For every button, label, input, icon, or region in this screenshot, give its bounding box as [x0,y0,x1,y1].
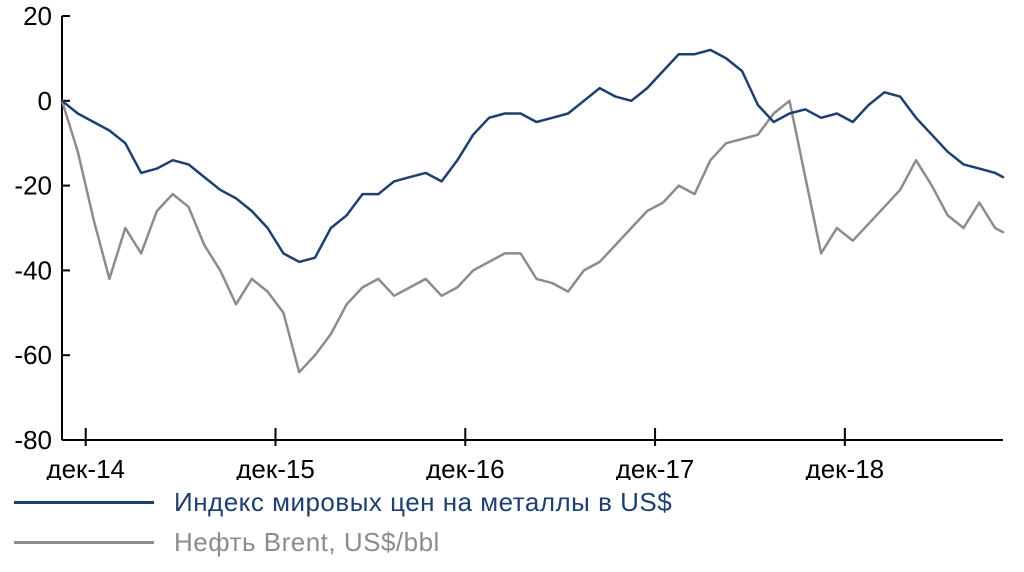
legend: Индекс мировых цен на металлы в US$ Нефт… [14,482,1014,562]
y-tick-label: -40 [14,255,52,285]
series-line-0 [60,48,1005,264]
legend-item-brent: Нефть Brent, US$/bbl [14,522,1014,562]
y-tick-label: 20 [23,1,52,31]
legend-item-metals: Индекс мировых цен на металлы в US$ [14,482,1014,522]
x-tick-label: дек-18 [806,454,885,480]
y-tick-label: 0 [38,86,52,116]
y-tick-label: -20 [14,171,52,201]
legend-label-metals: Индекс мировых цен на металлы в US$ [174,486,673,517]
x-tick-label: дек-16 [426,454,505,480]
legend-swatch-metals [14,500,154,504]
series-line-1 [60,99,1005,374]
legend-label-brent: Нефть Brent, US$/bbl [174,526,440,557]
y-tick-label: -60 [14,340,52,370]
x-tick-label: дек-14 [46,454,125,480]
legend-swatch-brent [14,540,154,544]
y-tick-label: -80 [14,425,52,455]
x-tick-label: дек-17 [616,454,695,480]
x-tick-label: дек-15 [236,454,315,480]
